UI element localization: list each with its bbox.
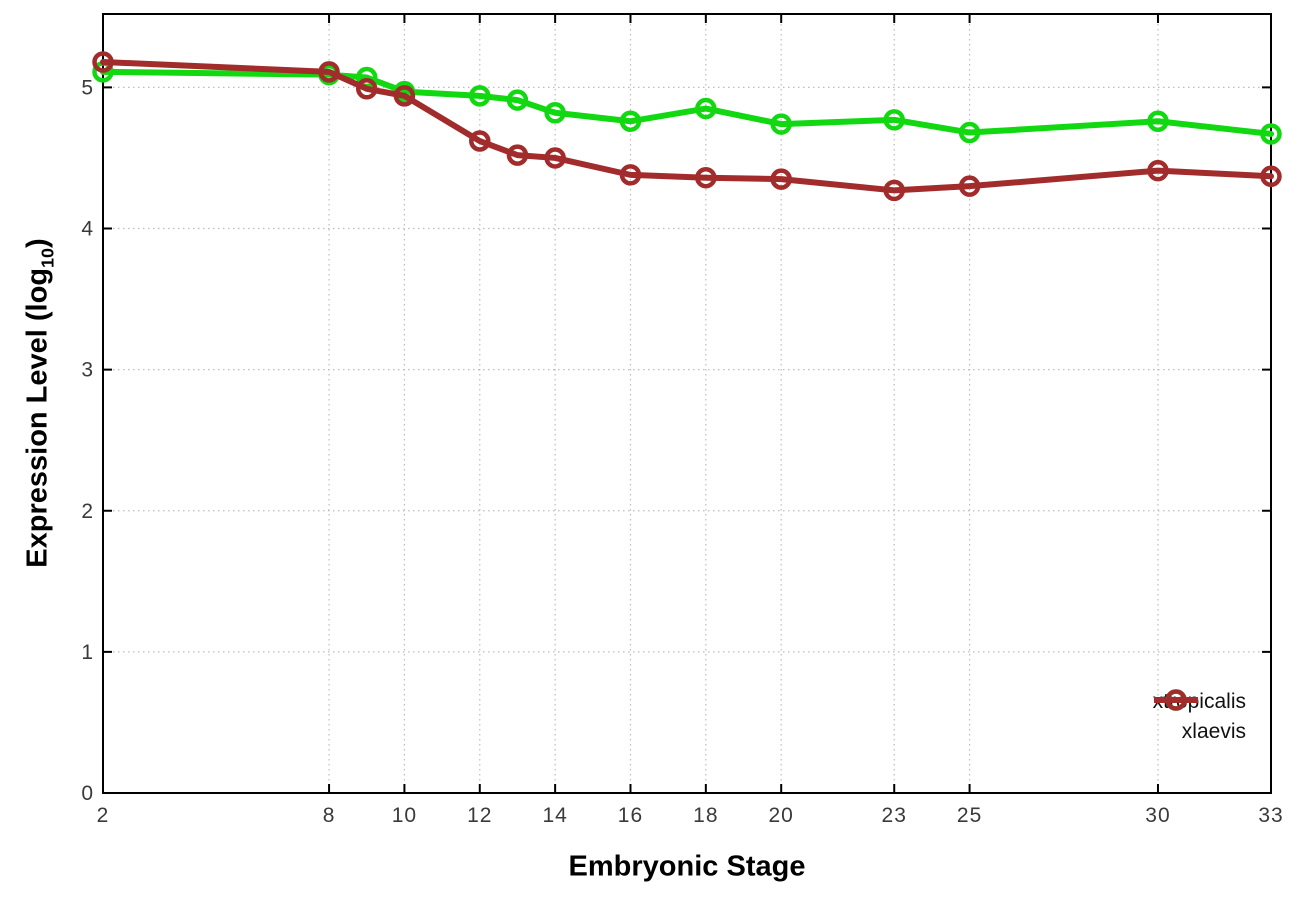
- y-axis-title-end: ): [21, 238, 54, 248]
- data-point-xlaevis: [619, 164, 642, 186]
- legend-key-icon: [1153, 689, 1198, 711]
- data-point-xlaevis: [1147, 159, 1169, 182]
- y-tick-label: 0: [81, 782, 93, 805]
- plot-border: [102, 13, 1272, 794]
- x-tick-label: 20: [769, 804, 794, 827]
- data-point-xtropicalis: [506, 89, 529, 111]
- y-tick-label: 5: [81, 76, 93, 99]
- series-line-xtropicalis: [100, 68, 1274, 137]
- data-point-xlaevis: [506, 144, 529, 166]
- legend-item-xlaevis: xlaevis: [1153, 689, 1256, 747]
- data-point-xtropicalis: [1147, 110, 1169, 133]
- x-tick-label: 16: [618, 804, 643, 827]
- y-axis-title: Expression Level (log10): [22, 238, 59, 567]
- x-tick-label: 12: [467, 804, 492, 827]
- data-point-xlaevis: [695, 166, 717, 189]
- y-axis-title-subscript: 10: [37, 247, 58, 268]
- x-tick-label: 10: [392, 804, 417, 827]
- data-point-xtropicalis: [544, 102, 566, 124]
- legend-marker-icon: [1164, 689, 1187, 711]
- data-point-xlaevis: [469, 130, 491, 152]
- data-point-xtropicalis: [770, 113, 792, 135]
- data-point-xtropicalis: [883, 109, 905, 131]
- data-point-xlaevis: [393, 85, 416, 107]
- x-axis-title: Embryonic Stage: [569, 851, 806, 884]
- x-tick-label: 14: [542, 804, 567, 827]
- y-axis-title-main: Expression Level (log: [21, 267, 54, 568]
- legend: xtropicalis xlaevis: [1153, 687, 1256, 747]
- y-tick-label: 3: [81, 359, 93, 382]
- x-tick-label: 30: [1145, 804, 1170, 827]
- x-tick-label: 2: [97, 804, 110, 827]
- data-point-xtropicalis: [1260, 123, 1282, 145]
- y-tick-label: 4: [81, 218, 93, 241]
- data-point-xtropicalis: [619, 110, 642, 133]
- data-point-xlaevis: [318, 61, 340, 83]
- data-point-xtropicalis: [469, 85, 491, 107]
- data-point-xlaevis: [1260, 165, 1282, 188]
- x-axis-title-text: Embryonic Stage: [568, 850, 806, 883]
- data-point-xlaevis: [883, 179, 905, 202]
- x-tick-label: 18: [693, 804, 718, 827]
- x-tick-label: 33: [1258, 804, 1283, 827]
- legend-label: xlaevis: [1181, 720, 1246, 743]
- data-point-xlaevis: [92, 51, 114, 73]
- data-point-xlaevis: [958, 175, 981, 197]
- y-tick-label: 2: [81, 500, 93, 523]
- x-tick-label: 25: [957, 804, 982, 827]
- data-point-xtropicalis: [695, 97, 717, 120]
- x-tick-label: 23: [882, 804, 907, 827]
- data-point-xlaevis: [770, 168, 792, 190]
- data-point-xlaevis: [544, 147, 566, 169]
- data-point-xtropicalis: [958, 121, 981, 144]
- x-tick-label: 8: [323, 804, 336, 827]
- data-point-xlaevis: [355, 78, 378, 100]
- y-tick-label: 1: [81, 641, 93, 664]
